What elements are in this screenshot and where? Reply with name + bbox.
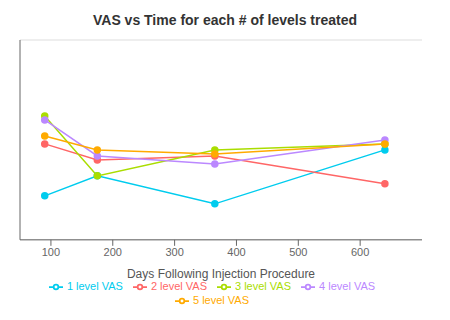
svg-text:500: 500 bbox=[289, 246, 307, 258]
html-text:5 level VAS: 5 level VAS bbox=[193, 293, 249, 306]
svg-text:200: 200 bbox=[104, 246, 122, 258]
html-text:3 level VAS: 3 level VAS bbox=[235, 279, 292, 292]
html-text:VAS vs Time for each # of leve: VAS vs Time for each # of levels treated bbox=[93, 12, 357, 28]
svg-text:300: 300 bbox=[165, 246, 183, 258]
svg-text:400: 400 bbox=[227, 246, 245, 258]
svg-text:600: 600 bbox=[351, 246, 369, 258]
svg-text:100: 100 bbox=[42, 246, 60, 258]
html-text:1 level VAS: 1 level VAS bbox=[66, 279, 123, 292]
html-text:2 level VAS: 2 level VAS bbox=[150, 279, 207, 292]
svg-text:Days Following Injection Proce: Days Following Injection Procedure bbox=[127, 267, 315, 281]
html-text:4 level VAS: 4 level VAS bbox=[319, 279, 376, 292]
